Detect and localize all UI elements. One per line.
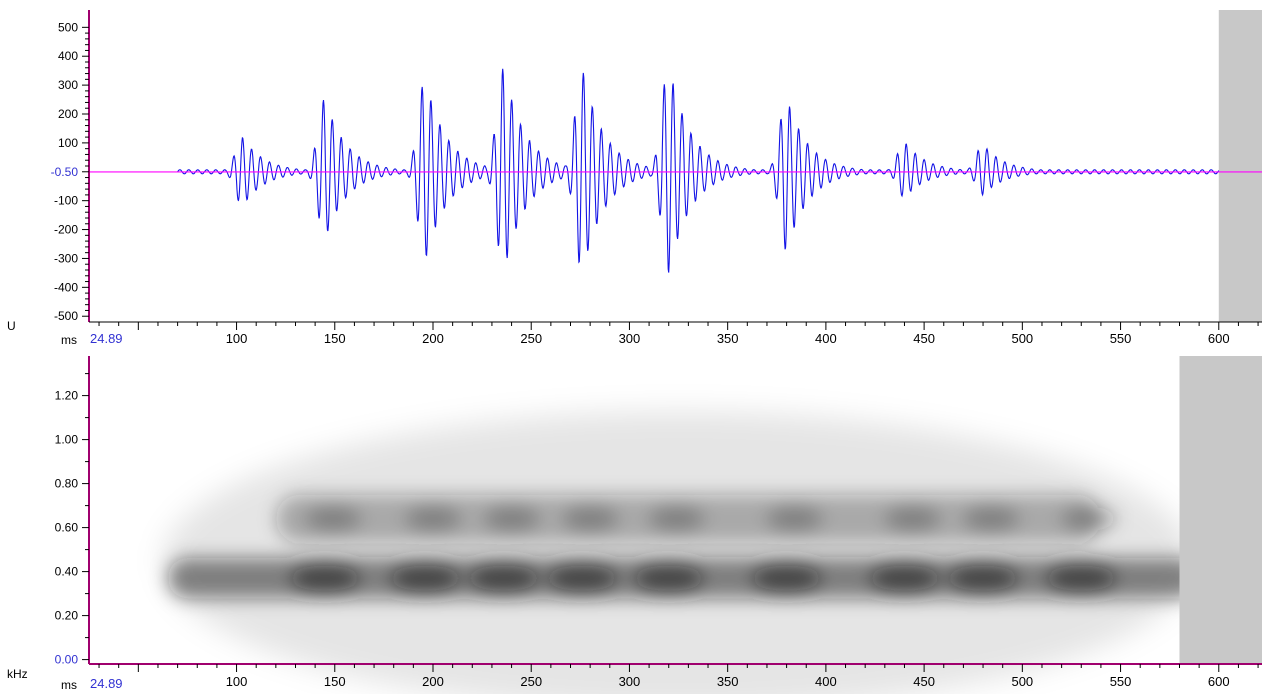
spectrogram-energy-blob [290, 561, 359, 596]
spectrogram-x-unit-label: ms [61, 678, 77, 692]
waveform-x-tick-label: 100 [226, 331, 248, 346]
spectrogram-energy-blob [548, 561, 617, 596]
waveform-y-tick-label: -500 [54, 309, 78, 323]
spectrogram-energy-blob [949, 561, 1018, 596]
spectrogram-y-tick-label: 0.40 [55, 565, 79, 579]
spectrogram-upper-blob [884, 506, 941, 531]
spectrogram-upper-blob [562, 506, 619, 531]
waveform-x-tick-label: 450 [913, 331, 935, 346]
spectrogram-x-tick-label: 400 [815, 674, 837, 689]
spectrogram-x-start-label: 24.89 [90, 676, 123, 691]
waveform-y-tick-label: -400 [54, 280, 78, 294]
waveform-x-tick-label: 250 [520, 331, 542, 346]
spectrogram-upper-blob [963, 506, 1020, 531]
waveform-x-tick-label: 150 [324, 331, 346, 346]
spectrogram-energy-blob [870, 561, 939, 596]
waveform-x-tick-label: 300 [619, 331, 641, 346]
spectrogram-energy-blob [1047, 561, 1116, 596]
spectrogram-energy-blob [634, 561, 703, 596]
spectrogram-upper-blob [483, 506, 540, 531]
spectrogram-upper-blob [405, 506, 462, 531]
spectrogram-x-tick-label: 550 [1110, 674, 1132, 689]
spectrogram-y-tick-label: 0.80 [55, 477, 79, 491]
spectrogram-y-tick-label: 1.00 [55, 433, 79, 447]
spectrogram-upper-blob [766, 506, 823, 531]
waveform-panel: 500 400 300 200 100 -100 -200 -300 -400 -500 -0.50… [7, 10, 1262, 347]
spectrogram-y-tick-label: 0.60 [55, 521, 79, 535]
spectrogram-y-tick-label: 1.20 [55, 389, 79, 403]
spectrogram-y-tick-label: 0.20 [55, 609, 79, 623]
waveform-y-tick-label: 400 [58, 49, 78, 63]
spectrogram-x-tick-label: 100 [226, 674, 248, 689]
waveform-y-tick-label: 100 [58, 136, 78, 150]
waveform-y-unit-label: U [7, 319, 16, 333]
spectrogram-energy-blob [752, 561, 821, 596]
spectrogram-x-tick-label: 150 [324, 674, 346, 689]
waveform-shaded-region [1218, 10, 1262, 322]
spectrogram-x-tick-label: 500 [1011, 674, 1033, 689]
waveform-x-tick-label: 350 [717, 331, 739, 346]
waveform-x-tick-label: 550 [1110, 331, 1132, 346]
spectrogram-upper-blob [1061, 506, 1118, 531]
waveform-y-tick-label: -100 [54, 194, 78, 208]
spectrogram-upper-blob [304, 506, 361, 531]
waveform-y-tick-label: -300 [54, 251, 78, 265]
spectrogram-zero-label: 0.00 [55, 653, 79, 667]
spectrogram-upper-blob [648, 506, 705, 531]
waveform-y-tick-label: 300 [58, 78, 78, 92]
waveform-cursor-label: -0.50 [51, 165, 79, 179]
waveform-y-tick-label: -200 [54, 223, 78, 237]
spectrogram-shaded-region [1179, 356, 1262, 664]
waveform-y-tick-label: 200 [58, 107, 78, 121]
spectrogram-bands [167, 494, 1200, 599]
spectrogram-y-unit-label: kHz [7, 667, 28, 681]
waveform-x-unit-label: ms [61, 333, 77, 347]
waveform-x-tick-label: 400 [815, 331, 837, 346]
spectrogram-x-tick-label: 350 [717, 674, 739, 689]
waveform-y-tick-label: 500 [58, 20, 78, 34]
spectrogram-halo [163, 411, 1195, 694]
spectrogram-x-tick-label: 600 [1208, 674, 1230, 689]
waveform-signal-line [177, 68, 1220, 273]
waveform-x-start-label: 24.89 [90, 331, 123, 346]
spectrogram-x-tick-label: 250 [520, 674, 542, 689]
spectrogram-x-tick-label: 450 [913, 674, 935, 689]
spectrogram-energy-blob [391, 561, 460, 596]
spectrogram-x-tick-label: 300 [619, 674, 641, 689]
spectrogram-energy-blob [469, 561, 538, 596]
spectrogram-panel: 1.20 1.00 0.80 0.60 0.40 0.20 0.00 100 150 200 250… [7, 356, 1262, 694]
waveform-x-tick-label: 200 [422, 331, 444, 346]
waveform-x-tick-label: 600 [1208, 331, 1230, 346]
spectrogram-halo-ellipse [163, 411, 1195, 694]
spectrogram-x-tick-label: 200 [422, 674, 444, 689]
waveform-x-tick-label: 500 [1011, 331, 1033, 346]
